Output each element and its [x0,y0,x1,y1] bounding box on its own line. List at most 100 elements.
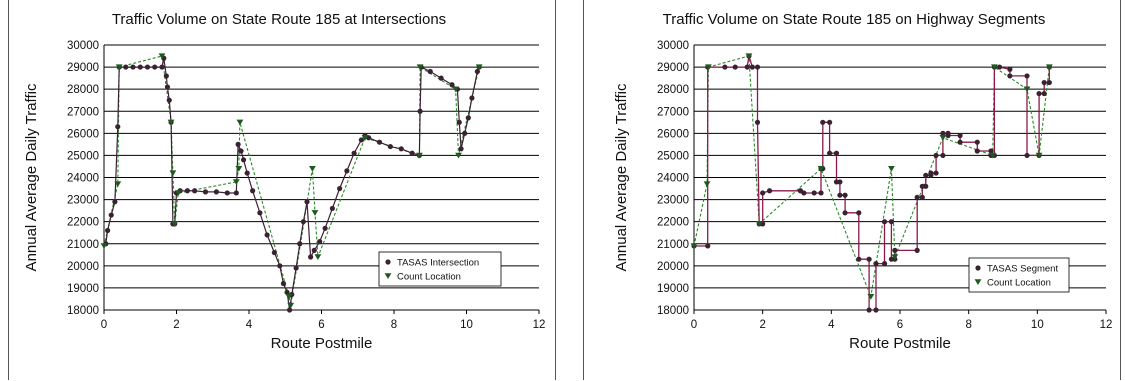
intersection-point [280,280,287,287]
count-location-point [939,135,947,141]
x-tick-label: 6 [897,319,903,331]
count-location-point [415,152,423,159]
intersection-point [284,289,290,295]
x-tick-label: 4 [828,319,835,331]
segment-point [801,190,807,196]
y-tick-label: 21000 [657,239,689,251]
intersection-point [137,64,143,70]
intersection-point [123,64,129,70]
x-tick-label: 12 [1100,319,1113,331]
segment-point [881,261,888,267]
y-tick-label: 24000 [657,173,689,185]
count-location-point [452,86,460,93]
count-location-point [309,165,316,172]
segment-point [842,210,848,216]
y-tick-label: 22000 [657,217,689,229]
segment-point [866,307,872,313]
legend: TASAS Segment Count Location [968,257,1070,293]
intersection-point [108,212,114,218]
legend-label: Count Location [987,278,1051,289]
intersection-point [387,143,393,150]
legend: TASAS Intersection Count Location [378,251,502,287]
intersection-point [112,199,118,205]
segment-point [1024,152,1030,159]
series-group [690,53,1053,313]
count-location-point [891,254,899,261]
segment-point [996,64,1003,70]
y-tick-label: 18000 [657,305,689,317]
segment-point [1007,66,1013,72]
intersection-point [250,188,256,194]
y-tick-label: 26000 [67,128,99,140]
chart-segments-svg: Traffic Volume on State Route 185 on Hig… [613,11,1113,352]
y-tick-label: 25000 [67,150,99,162]
intersection-point [192,188,198,194]
intersection-point [344,168,350,174]
segment-point [945,132,951,139]
legend-marker-triangle [974,279,982,286]
segment-point [732,64,738,70]
count-location-point [232,179,240,185]
segment-point [705,243,711,249]
series-group [100,53,483,313]
segment-point [837,179,843,185]
segment-point [827,119,833,125]
segment-point [760,190,766,196]
count-location-point [475,64,483,71]
y-tick-label: 26000 [657,128,689,140]
intersection-point [163,73,169,79]
segment-point [933,170,939,176]
y-tick-label: 30000 [67,40,99,52]
count-location-point [169,170,177,177]
intersection-point [240,157,247,163]
intersection-point [417,108,423,114]
intersection-point [152,64,158,70]
count-location-point [867,294,875,300]
y-tick-label: 23000 [67,195,99,207]
y-tick-label: 30000 [657,40,689,52]
intersection-point [293,265,299,271]
segment-point [722,64,728,70]
x-tick-label: 10 [1031,319,1044,331]
count-location-point [1035,152,1043,159]
count-location-point [171,221,179,227]
legend-box [378,251,502,287]
intersection-point [462,130,468,136]
count-location-point [991,64,998,71]
segment-point [749,64,755,70]
legend-label: TASAS Intersection [397,258,479,269]
x-tick-label: 6 [318,319,324,331]
y-tick-label: 28000 [657,84,689,96]
x-tick-label: 4 [246,319,253,331]
segment-point [820,119,826,125]
segment-point [974,148,980,154]
segment-point [923,183,929,189]
intersection-point [238,148,244,154]
segment-point [866,256,872,262]
x-tick-label: 2 [759,319,765,331]
segment-point [928,170,934,176]
count-location-point [888,165,895,172]
x-axis-label: Route Postmile [271,335,373,352]
intersection-point [398,146,404,152]
intersection-point [329,205,335,212]
segment-point [842,192,848,198]
count-location-point [1023,86,1031,93]
intersection-point [287,307,293,313]
y-axis-label: Annual Average Daily Traffic [23,83,40,271]
count-location-point [100,243,108,250]
segment-point [974,139,980,145]
count-location-point [690,243,698,250]
legend-marker-triangle [384,273,392,280]
y-tick-label: 29000 [657,62,689,74]
y-tick-label: 25000 [657,150,689,162]
segment-point [914,247,920,253]
x-tick-label: 2 [173,319,179,331]
segment-point [914,194,920,200]
count-location-point [158,53,166,60]
count-location-point [285,294,293,300]
count-location-point [416,64,424,71]
intersection-point [297,241,303,247]
count-location-point [817,165,825,172]
chart-title: Traffic Volume on State Route 185 on Hig… [663,11,1046,28]
